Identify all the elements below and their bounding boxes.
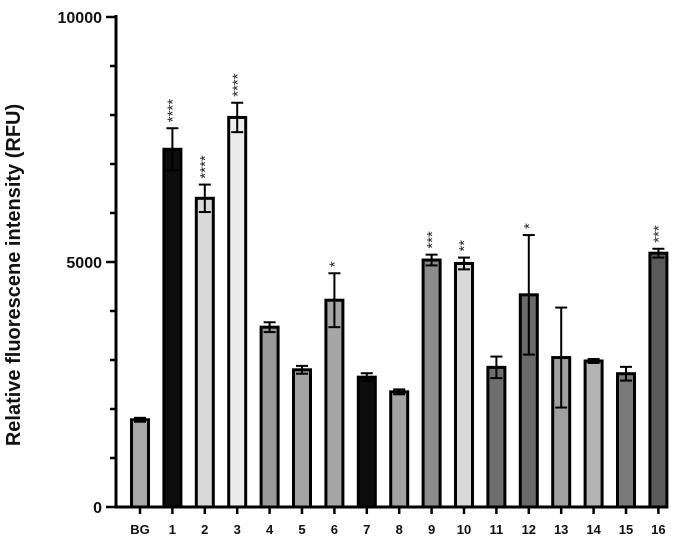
bar	[583, 359, 604, 509]
significance-label: ****	[197, 155, 214, 179]
bars	[130, 115, 669, 514]
significance-label: *	[521, 223, 538, 229]
bar	[616, 372, 636, 509]
bar	[648, 251, 669, 509]
y-axis-title: Relative fluorescene intensity (RFU)	[3, 104, 25, 446]
x-tick-label: 9	[428, 522, 435, 537]
x-tick-label: 3	[234, 522, 241, 537]
y-tick-label: 0	[93, 500, 102, 517]
y-tick-labels: 0 5000 10000	[58, 10, 103, 517]
y-tick-label: 5000	[66, 255, 102, 272]
significance-label: ***	[651, 225, 668, 243]
bar	[194, 196, 215, 509]
significance-label: ****	[229, 73, 246, 97]
x-tick-label: 11	[490, 522, 504, 537]
x-tick-label: 15	[619, 522, 633, 537]
x-tick-label: 7	[363, 522, 370, 537]
x-tick-label: 4	[266, 522, 274, 537]
x-tick-label: 14	[586, 522, 601, 537]
x-tick-label: 12	[522, 522, 536, 537]
x-tick-label: BG	[130, 522, 150, 537]
x-tick-label: 13	[554, 522, 568, 537]
bar	[162, 147, 183, 509]
bar	[454, 261, 474, 509]
bar	[486, 365, 507, 509]
bar	[356, 375, 377, 509]
x-tick-label: 2	[201, 522, 208, 537]
bar	[292, 368, 312, 509]
significance-label: **	[456, 240, 473, 252]
x-tick-label: 8	[396, 522, 403, 537]
x-tick-label: 16	[651, 522, 665, 537]
y-axis-title-text: Relative fluorescene intensity (RFU)	[3, 104, 25, 446]
x-tick-label: 5	[298, 522, 305, 537]
significance-markers: **************** *** ***	[165, 73, 668, 267]
bar	[227, 115, 248, 509]
x-tick-label: 6	[331, 522, 338, 537]
y-tick-label: 10000	[58, 10, 103, 27]
x-tick-label: 1	[169, 522, 176, 537]
significance-label: ***	[424, 231, 441, 249]
bar	[130, 418, 150, 509]
x-tick-labels: BG 1 2 3 4 5 6 7 8 9 10 11 12 13 14 15 16	[130, 522, 665, 537]
bar	[421, 258, 442, 509]
bar	[259, 325, 280, 509]
significance-label: ****	[165, 99, 182, 123]
bar	[324, 298, 345, 509]
error-bars	[134, 101, 665, 423]
significance-label: *	[327, 261, 344, 267]
x-tick-label: 10	[457, 522, 471, 537]
bar	[389, 390, 410, 509]
